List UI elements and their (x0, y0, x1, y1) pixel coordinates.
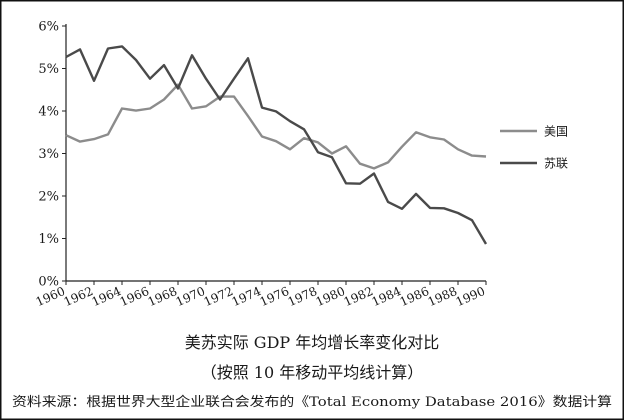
chart-source: 资料来源：根据世界大型企业联合会发布的《Total Economy Databa… (12, 394, 612, 410)
chart-title: 美苏实际 GDP 年均增长率变化对比 (185, 333, 440, 352)
series-line-ussr (65, 45, 488, 245)
chart-subtitle: （按照 10 年移动平均线计算） (201, 363, 424, 382)
series-line-usa (65, 83, 487, 170)
x-tick-label: 1990 (454, 284, 488, 309)
y-tick-label: 1% (38, 232, 59, 247)
chart-series (65, 45, 488, 245)
legend-label: 美国 (544, 125, 568, 139)
y-tick-label: 0% (38, 275, 59, 290)
x-axis-ticks: 1960196219641966196819701972197419761978… (34, 281, 488, 309)
y-tick-label: 5% (38, 62, 59, 77)
y-axis-ticks: 0% 1% 2% 3% 4% 5% 6% (38, 20, 66, 290)
chart-axes (65, 24, 486, 282)
y-tick-label: 4% (38, 105, 59, 120)
y-tick-label: 6% (38, 20, 59, 35)
y-tick-label: 2% (38, 190, 59, 205)
y-tick-label: 3% (38, 147, 59, 162)
legend-label: 苏联 (544, 157, 568, 171)
